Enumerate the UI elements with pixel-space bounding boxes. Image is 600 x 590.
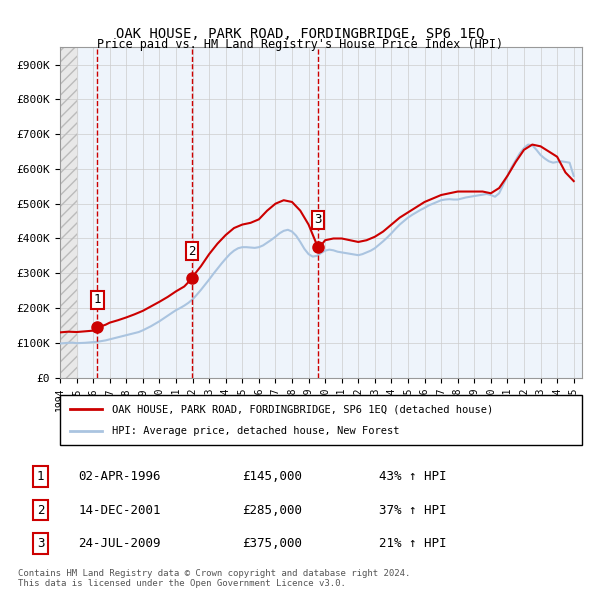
Text: £285,000: £285,000	[242, 503, 302, 517]
Text: 21% ↑ HPI: 21% ↑ HPI	[379, 537, 446, 550]
Text: 2: 2	[37, 503, 44, 517]
Text: 2: 2	[188, 245, 196, 258]
Text: 3: 3	[314, 214, 322, 227]
Text: £145,000: £145,000	[242, 470, 302, 483]
Text: OAK HOUSE, PARK ROAD, FORDINGBRIDGE, SP6 1EQ (detached house): OAK HOUSE, PARK ROAD, FORDINGBRIDGE, SP6…	[112, 404, 493, 414]
Text: 14-DEC-2001: 14-DEC-2001	[78, 503, 161, 517]
Text: Price paid vs. HM Land Registry's House Price Index (HPI): Price paid vs. HM Land Registry's House …	[97, 38, 503, 51]
Text: This data is licensed under the Open Government Licence v3.0.: This data is licensed under the Open Gov…	[18, 579, 346, 588]
Text: OAK HOUSE, PARK ROAD, FORDINGBRIDGE, SP6 1EQ: OAK HOUSE, PARK ROAD, FORDINGBRIDGE, SP6…	[116, 27, 484, 41]
Text: 43% ↑ HPI: 43% ↑ HPI	[379, 470, 446, 483]
Text: 02-APR-1996: 02-APR-1996	[78, 470, 161, 483]
Text: 1: 1	[94, 293, 101, 306]
FancyBboxPatch shape	[60, 395, 582, 445]
Text: Contains HM Land Registry data © Crown copyright and database right 2024.: Contains HM Land Registry data © Crown c…	[18, 569, 410, 578]
Bar	[60, 47, 77, 378]
Text: £375,000: £375,000	[242, 537, 302, 550]
Text: 24-JUL-2009: 24-JUL-2009	[78, 537, 161, 550]
Text: 1: 1	[37, 470, 44, 483]
Bar	[60, 47, 77, 378]
Text: 3: 3	[37, 537, 44, 550]
Text: 37% ↑ HPI: 37% ↑ HPI	[379, 503, 446, 517]
Text: HPI: Average price, detached house, New Forest: HPI: Average price, detached house, New …	[112, 427, 400, 437]
